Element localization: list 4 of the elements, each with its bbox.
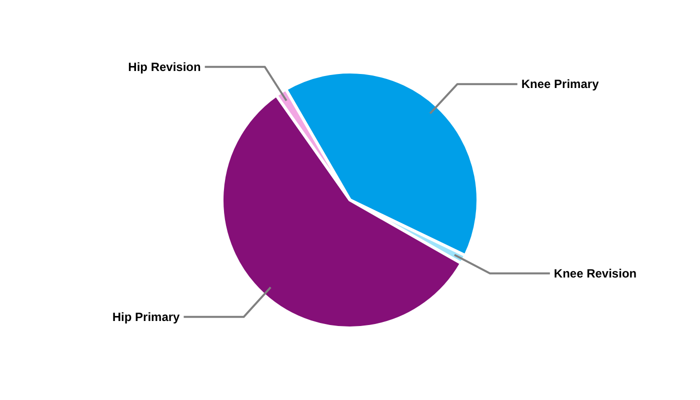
slice-label: Knee Revision <box>554 266 637 280</box>
slice-label: Hip Primary <box>112 310 180 324</box>
slice-label: Knee Primary <box>521 77 600 92</box>
slice-label: Hip Revision <box>128 60 201 74</box>
